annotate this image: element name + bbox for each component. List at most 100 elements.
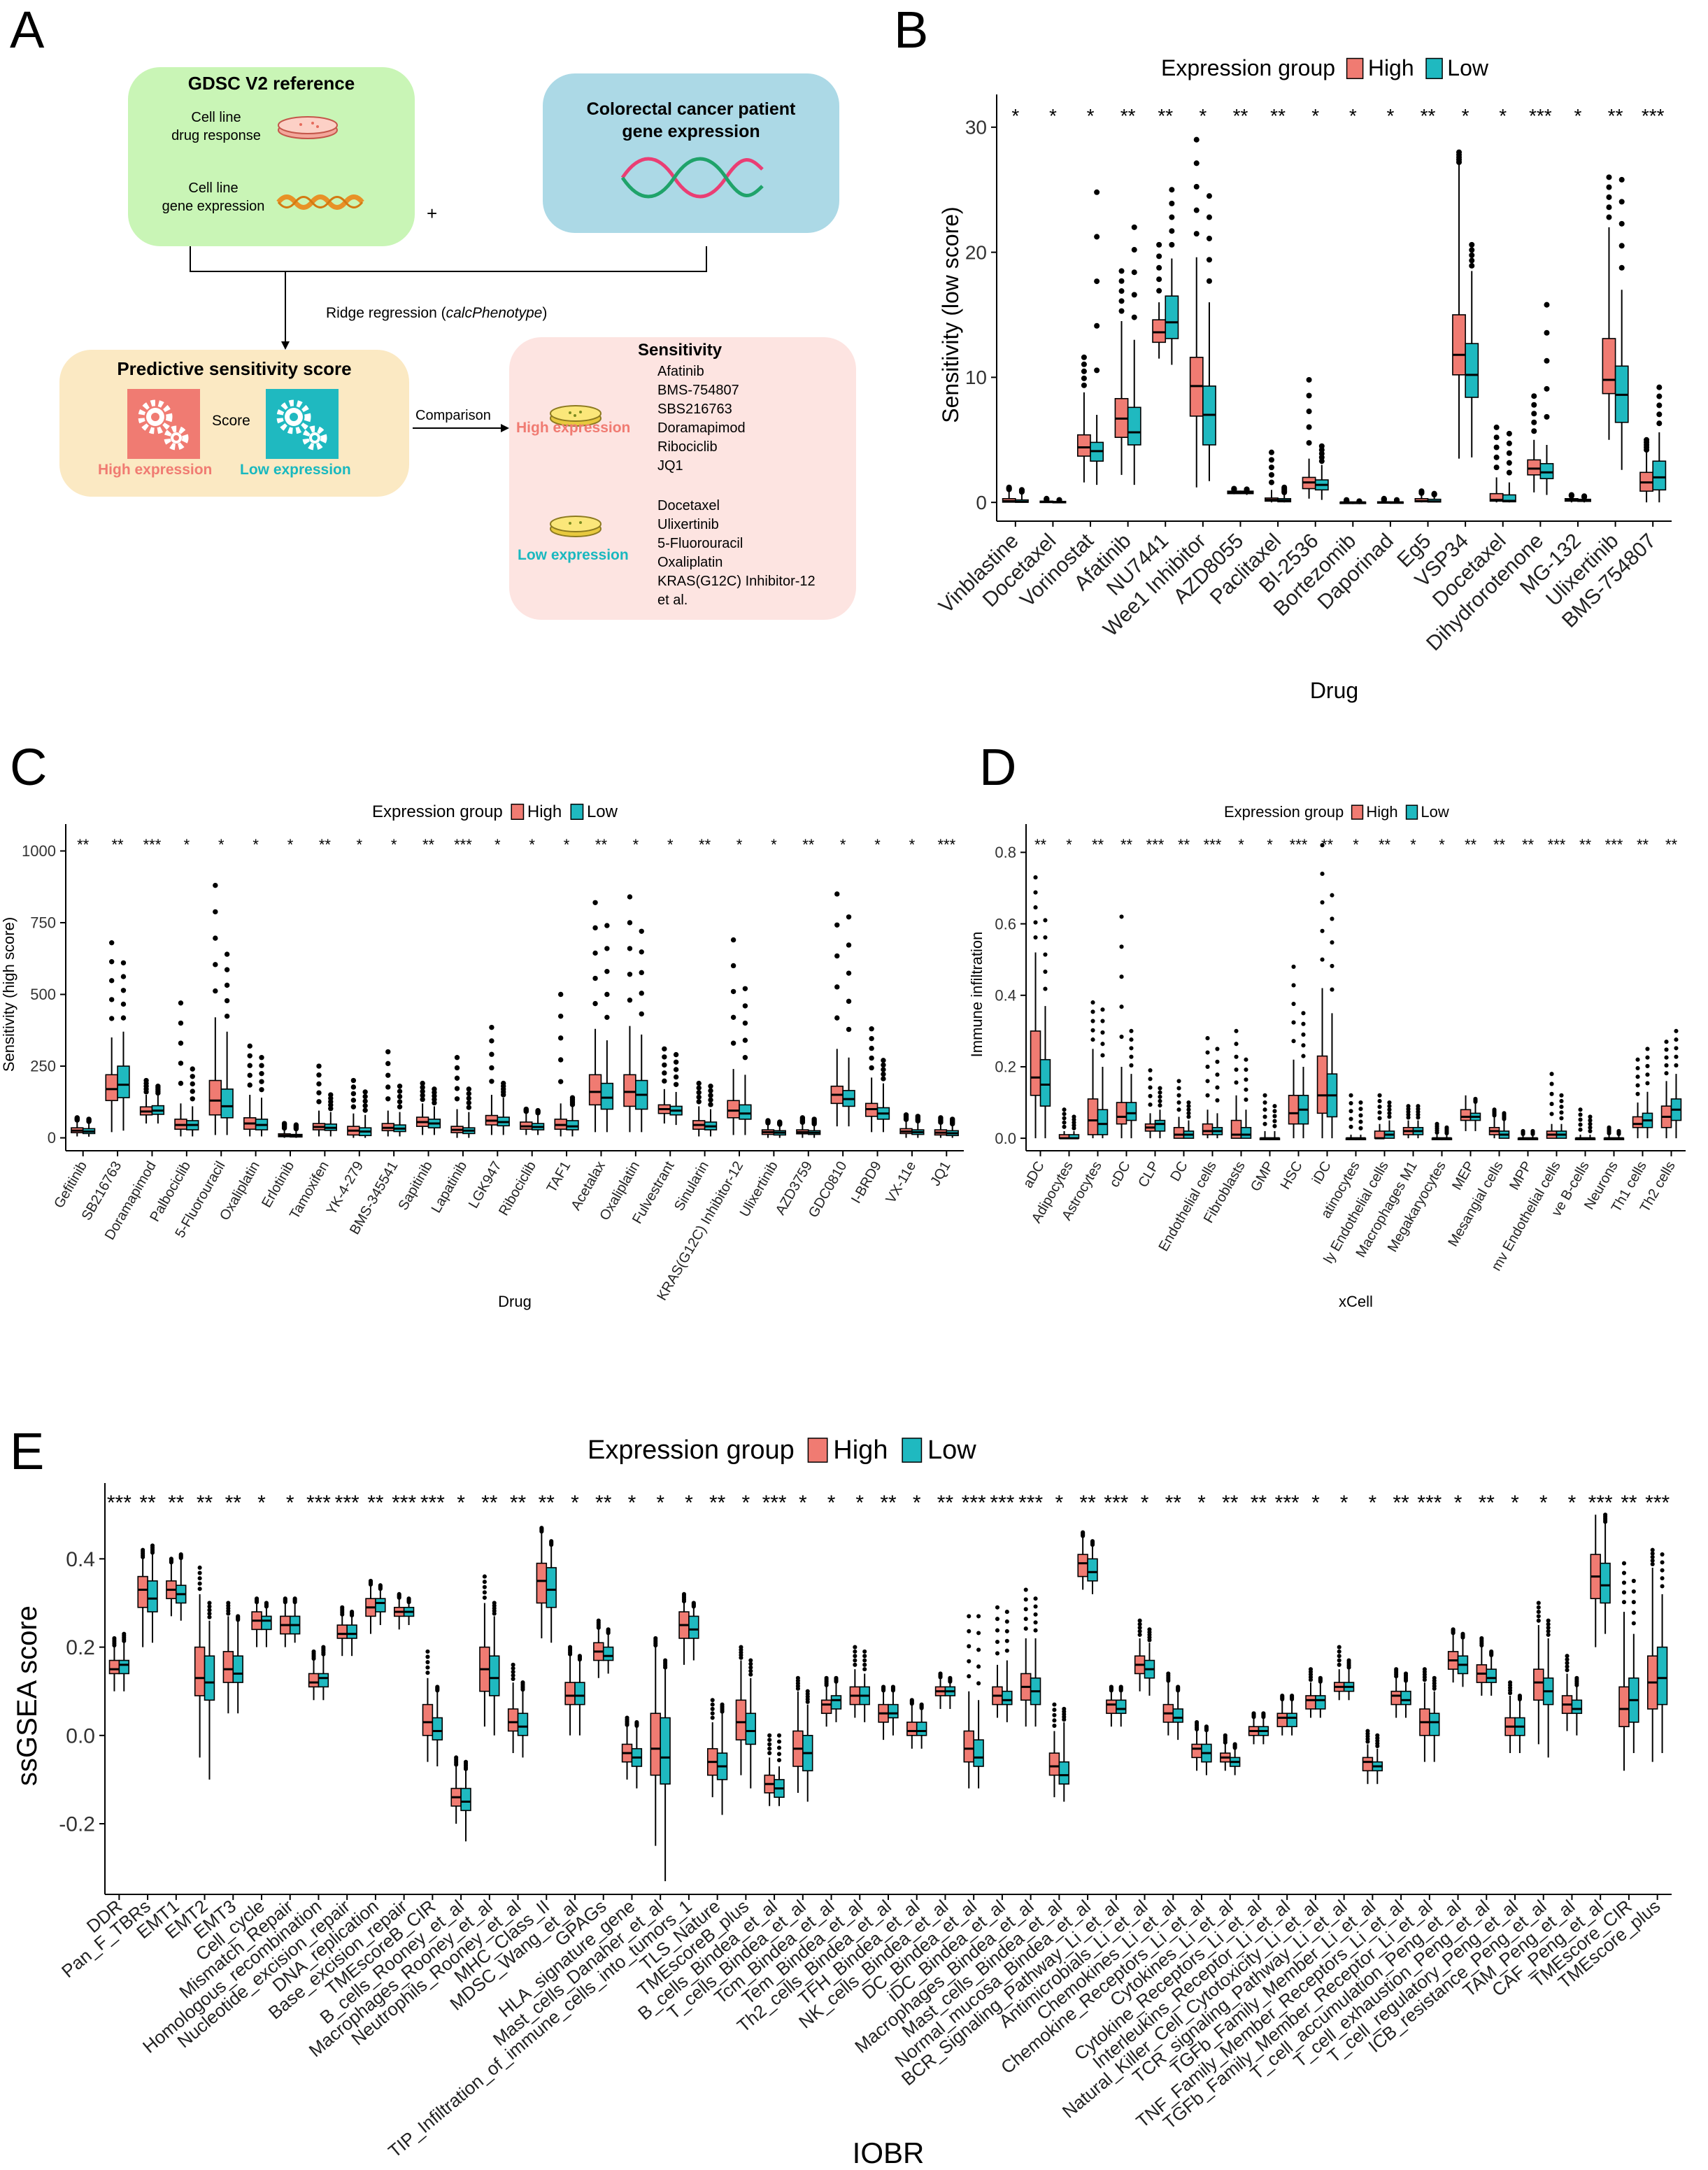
box-iqr bbox=[1652, 460, 1667, 491]
outlier-point bbox=[1330, 940, 1335, 945]
outlier-point bbox=[340, 1605, 345, 1610]
outlier-point bbox=[178, 1040, 184, 1046]
outlier-point bbox=[799, 1115, 806, 1121]
outlier-point bbox=[1137, 1622, 1142, 1626]
box-iqr bbox=[916, 1722, 927, 1736]
outlier-point bbox=[1119, 1005, 1124, 1009]
plus-sign: + bbox=[427, 203, 438, 224]
outlier-point bbox=[350, 1084, 357, 1090]
outlier-point bbox=[482, 1595, 487, 1600]
outlier-point bbox=[259, 1063, 264, 1068]
outlier-point bbox=[1568, 492, 1574, 498]
box-iqr bbox=[536, 1562, 548, 1604]
outlier-point bbox=[1234, 1080, 1239, 1085]
outlier-point bbox=[1301, 1043, 1306, 1048]
outlier-point bbox=[1094, 367, 1100, 374]
box-iqr bbox=[1058, 1761, 1070, 1785]
outlier-point bbox=[1664, 1055, 1669, 1060]
outlier-point bbox=[869, 1045, 874, 1051]
outlier-point bbox=[1650, 1561, 1655, 1566]
outlier-point bbox=[1531, 393, 1537, 399]
outlier-point bbox=[881, 1685, 886, 1689]
box-iqr bbox=[1165, 295, 1179, 339]
outlier-point bbox=[834, 984, 840, 990]
patient-title: Colorectal cancer patient gene expressio… bbox=[586, 99, 796, 141]
box-iqr bbox=[1048, 1752, 1060, 1776]
outlier-point bbox=[1131, 269, 1137, 276]
outlier-point bbox=[1033, 1604, 1038, 1609]
outlier-point bbox=[805, 1689, 810, 1694]
outlier-point bbox=[1244, 1067, 1248, 1072]
box-iqr bbox=[745, 1712, 757, 1745]
box-iqr bbox=[517, 1712, 529, 1736]
outlier-point bbox=[425, 1649, 430, 1654]
significance-label: *** bbox=[1146, 836, 1165, 853]
outlier-point bbox=[627, 998, 633, 1003]
outlier-point bbox=[1664, 1040, 1669, 1044]
outlier-point bbox=[120, 1001, 127, 1007]
outlier-point bbox=[511, 1669, 515, 1674]
outlier-point bbox=[1043, 918, 1048, 923]
box-iqr bbox=[1571, 1699, 1583, 1715]
outlier-point bbox=[213, 882, 218, 888]
outlier-point bbox=[385, 1061, 391, 1067]
dna-strand-icon bbox=[276, 194, 364, 210]
outlier-point bbox=[1549, 1112, 1554, 1116]
significance-label: * bbox=[1410, 836, 1416, 853]
comparison-label: Comparison bbox=[415, 408, 491, 423]
significance-label: *** bbox=[1548, 836, 1566, 853]
outlier-point bbox=[1387, 1111, 1392, 1116]
outlier-point bbox=[1506, 430, 1512, 437]
y-tick-label: 20 bbox=[965, 241, 987, 263]
x-axis-title: IOBR bbox=[853, 2136, 925, 2169]
outlier-point bbox=[776, 1752, 782, 1757]
outlier-point bbox=[247, 1072, 252, 1078]
box-iqr bbox=[261, 1615, 272, 1631]
outlier-point bbox=[1176, 1107, 1181, 1112]
outlier-point bbox=[74, 1115, 80, 1121]
outlier-point bbox=[1100, 1007, 1105, 1012]
outlier-point bbox=[1431, 490, 1437, 497]
significance-label: *** bbox=[1290, 836, 1308, 853]
box-iqr bbox=[1106, 1699, 1117, 1715]
outlier-point bbox=[1272, 1114, 1277, 1119]
outlier-point bbox=[592, 925, 598, 931]
significance-label: * bbox=[391, 836, 397, 853]
outlier-point bbox=[604, 991, 610, 998]
outlier-point bbox=[663, 1658, 668, 1663]
outlier-point bbox=[190, 1074, 195, 1079]
outlier-point bbox=[1176, 1685, 1181, 1689]
outlier-point bbox=[1337, 1645, 1342, 1650]
significance-label: *** bbox=[990, 1491, 1014, 1515]
outlier-point bbox=[1062, 1116, 1067, 1121]
outlier-point bbox=[568, 1645, 573, 1650]
outlier-point bbox=[1377, 1105, 1382, 1109]
outlier-point bbox=[1674, 1028, 1679, 1033]
box-iqr bbox=[688, 1615, 699, 1639]
outlier-point bbox=[1650, 1547, 1655, 1552]
outlier-point bbox=[1635, 1075, 1640, 1079]
outlier-point bbox=[710, 1706, 715, 1711]
box-iqr bbox=[336, 1624, 348, 1639]
outlier-point bbox=[1358, 1107, 1363, 1112]
sensitivity-low-label: Low expression bbox=[518, 547, 629, 563]
outlier-point bbox=[1234, 1067, 1239, 1072]
outlier-point bbox=[1234, 1054, 1239, 1059]
outlier-point bbox=[1544, 302, 1550, 308]
legend-label-low: Low bbox=[1421, 803, 1449, 821]
outlier-point bbox=[1158, 1086, 1162, 1091]
y-tick-label: 0.6 bbox=[995, 915, 1016, 932]
outlier-point bbox=[1546, 1625, 1551, 1630]
outlier-point bbox=[1508, 1680, 1513, 1685]
outlier-point bbox=[1489, 1649, 1494, 1654]
outlier-point bbox=[639, 928, 644, 934]
outlier-point bbox=[1081, 1530, 1086, 1535]
outlier-point bbox=[604, 968, 610, 974]
outlier-point bbox=[1137, 1618, 1142, 1623]
significance-label: * bbox=[1454, 1491, 1463, 1515]
significance-label: *** bbox=[420, 1491, 445, 1515]
outlier-point bbox=[1469, 257, 1475, 264]
box-iqr bbox=[574, 1682, 585, 1705]
outlier-point bbox=[1280, 1693, 1285, 1699]
outlier-point bbox=[1631, 1621, 1636, 1626]
